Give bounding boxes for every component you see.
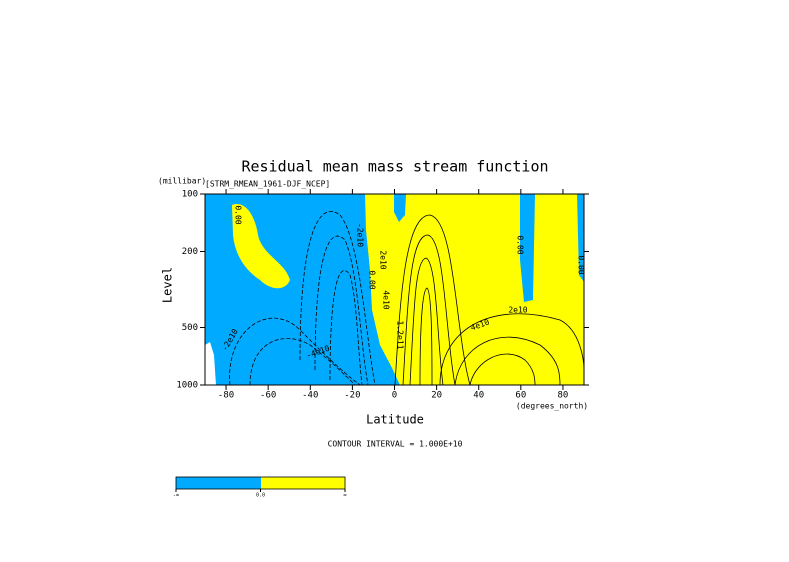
- y-tick-label: 1000: [176, 381, 198, 391]
- x-unit: (degrees_north): [516, 402, 588, 411]
- contour-label: 0.00: [577, 255, 586, 274]
- chart-title: Residual mean mass stream function: [241, 158, 548, 176]
- negative-region: [520, 194, 535, 302]
- colorbar-negative: [176, 477, 261, 489]
- contour-line: [314, 235, 369, 386]
- x-tick-label: 0: [392, 391, 397, 401]
- contour-line: [469, 353, 536, 386]
- contour-line: [409, 257, 444, 386]
- contour-label: 0.00: [516, 235, 525, 254]
- contour-line: [439, 313, 585, 386]
- missing-region: [205, 342, 216, 385]
- x-tick-label: -80: [218, 391, 234, 401]
- colorbar-label: 0.0: [256, 493, 265, 499]
- subtitle: [STRM_RMEAN_1961-DJF_NCEP]: [205, 180, 330, 189]
- x-label: Latitude: [366, 413, 424, 427]
- x-tick-label: 60: [515, 391, 526, 401]
- contour-line: [329, 270, 363, 386]
- contour-label: 4e10: [382, 290, 391, 309]
- contour-label: 0.00: [368, 270, 377, 289]
- colorbar-label: ∞: [343, 493, 346, 499]
- contour-label: -2e10: [356, 223, 365, 247]
- contour-line: [249, 338, 356, 386]
- footnote: CONTOUR INTERVAL = 1.000E+10: [328, 440, 463, 449]
- contour-line: [229, 317, 361, 386]
- contour-label: 2e10: [508, 306, 527, 315]
- contour-line: [299, 211, 376, 386]
- x-tick-label: -60: [260, 391, 276, 401]
- colorbar-positive: [261, 477, 345, 489]
- y-tick-label: 200: [182, 247, 198, 257]
- y-tick-label: 500: [182, 323, 198, 333]
- negative-region: [577, 194, 584, 282]
- y-tick-label: 100: [182, 190, 198, 200]
- contour-field: [205, 194, 585, 386]
- x-tick-label: -20: [344, 391, 360, 401]
- contour-line: [402, 234, 456, 386]
- contour-label: 0.00: [234, 205, 243, 224]
- positive-region: [232, 204, 290, 289]
- x-tick-label: 40: [473, 391, 484, 401]
- x-tick-label: 80: [558, 391, 569, 401]
- contour-line: [394, 214, 471, 386]
- y-label: Level: [161, 267, 175, 303]
- contour-line: [454, 336, 561, 386]
- negative-region: [394, 194, 406, 222]
- x-tick-label: -40: [302, 391, 318, 401]
- contour-label: 1.2e11: [396, 321, 405, 350]
- x-tick-label: 20: [431, 391, 442, 401]
- contour-line: [419, 287, 433, 386]
- positive-region: [365, 194, 584, 385]
- colorbar: [175, 476, 346, 490]
- contour-label: 2e10: [379, 250, 388, 269]
- y-unit: (millibar): [158, 177, 206, 186]
- colorbar-label: -∞: [173, 493, 179, 499]
